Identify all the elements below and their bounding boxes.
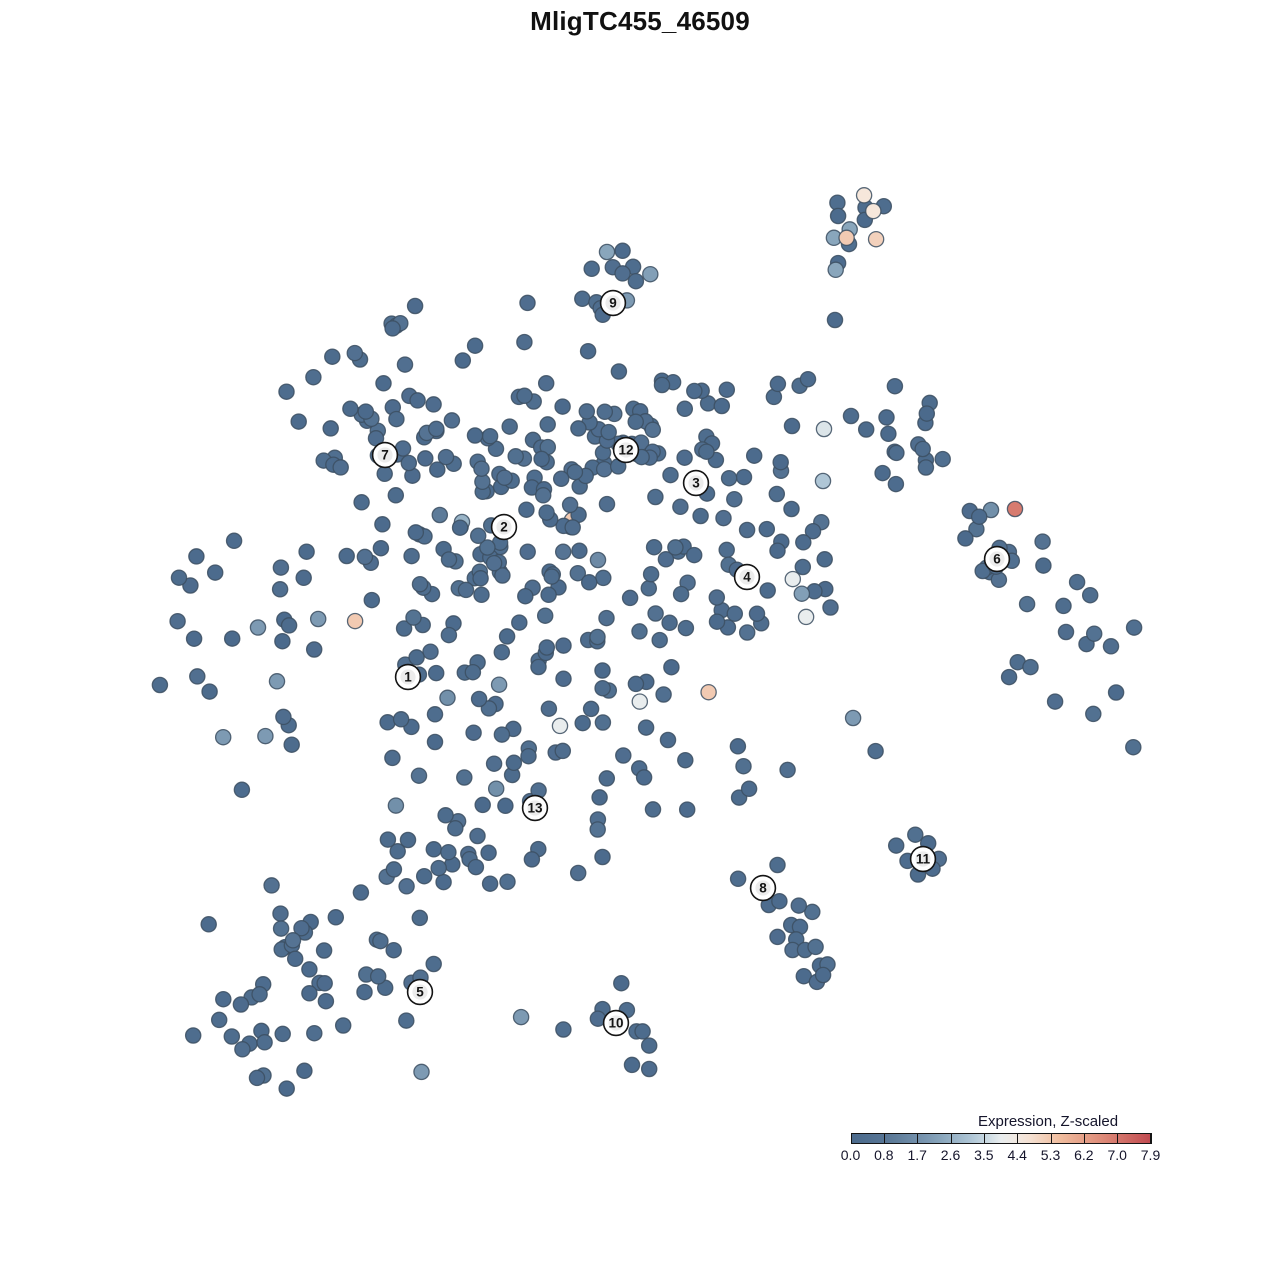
svg-text:9: 9 <box>609 296 617 311</box>
svg-text:7: 7 <box>381 448 389 463</box>
svg-text:2: 2 <box>500 520 508 535</box>
svg-text:5: 5 <box>416 985 424 1000</box>
svg-text:12: 12 <box>618 443 633 458</box>
svg-text:8: 8 <box>759 881 767 896</box>
svg-text:4: 4 <box>743 570 751 585</box>
svg-text:10: 10 <box>608 1016 623 1031</box>
svg-text:6: 6 <box>993 552 1001 567</box>
svg-text:13: 13 <box>527 801 543 816</box>
svg-text:1: 1 <box>404 670 412 685</box>
svg-text:3: 3 <box>692 476 700 491</box>
svg-text:11: 11 <box>916 852 931 867</box>
